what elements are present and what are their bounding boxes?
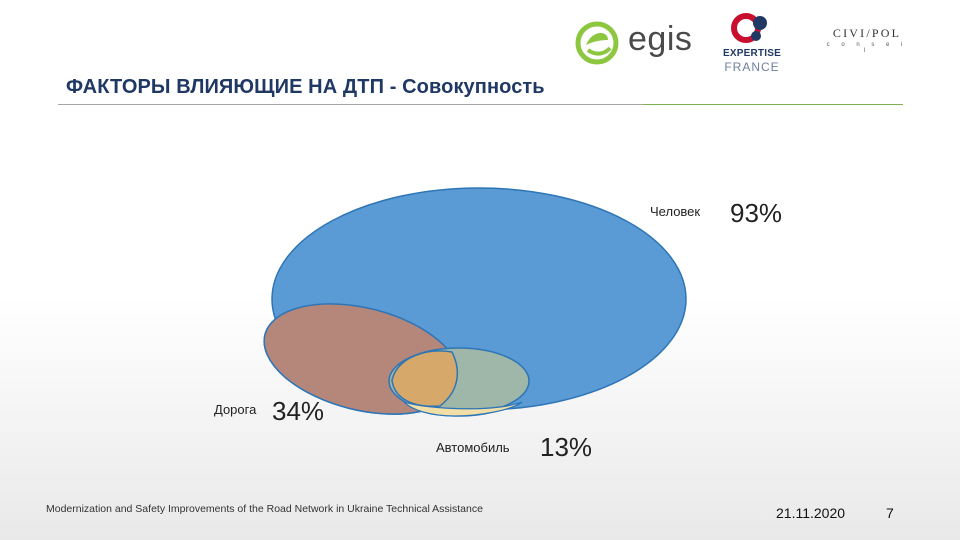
title-divider-green bbox=[643, 104, 903, 105]
footer-project-name: Modernization and Safety Improvements of… bbox=[46, 503, 483, 515]
value-human: 93% bbox=[730, 198, 783, 228]
expertise-france-line1: EXPERTISE bbox=[723, 48, 781, 59]
value-car: 13% bbox=[540, 432, 593, 462]
venn-car-only bbox=[403, 401, 523, 417]
label-road: Дорога bbox=[214, 402, 257, 417]
title-divider-grey bbox=[58, 104, 643, 105]
civipol-logo-text: CIVI/POL bbox=[832, 26, 902, 40]
page-title: ФАКТОРЫ ВЛИЯЮЩИЕ НА ДТП - Совокупность bbox=[66, 76, 545, 98]
egis-logo-text: egis bbox=[628, 20, 693, 58]
page-number: 7 bbox=[886, 505, 894, 521]
value-road: 34% bbox=[272, 396, 325, 426]
expertise-france-line2: FRANCE bbox=[724, 60, 780, 74]
expertise-france-logo: EXPERTISE FRANCE bbox=[716, 10, 788, 76]
label-human: Человек bbox=[650, 204, 701, 219]
label-car: Автомобиль bbox=[436, 440, 510, 455]
expertise-france-emblem-icon bbox=[731, 13, 767, 43]
civipol-logo-subtitle: c o n s e i l bbox=[826, 42, 908, 54]
venn-overlap-triple bbox=[391, 350, 459, 407]
egis-leaf-e-icon bbox=[575, 21, 619, 65]
footer-date: 21.11.2020 bbox=[776, 505, 846, 521]
civipol-logo: CIVI/POL c o n s e i l bbox=[822, 26, 912, 56]
egis-logo: egis bbox=[572, 18, 694, 66]
